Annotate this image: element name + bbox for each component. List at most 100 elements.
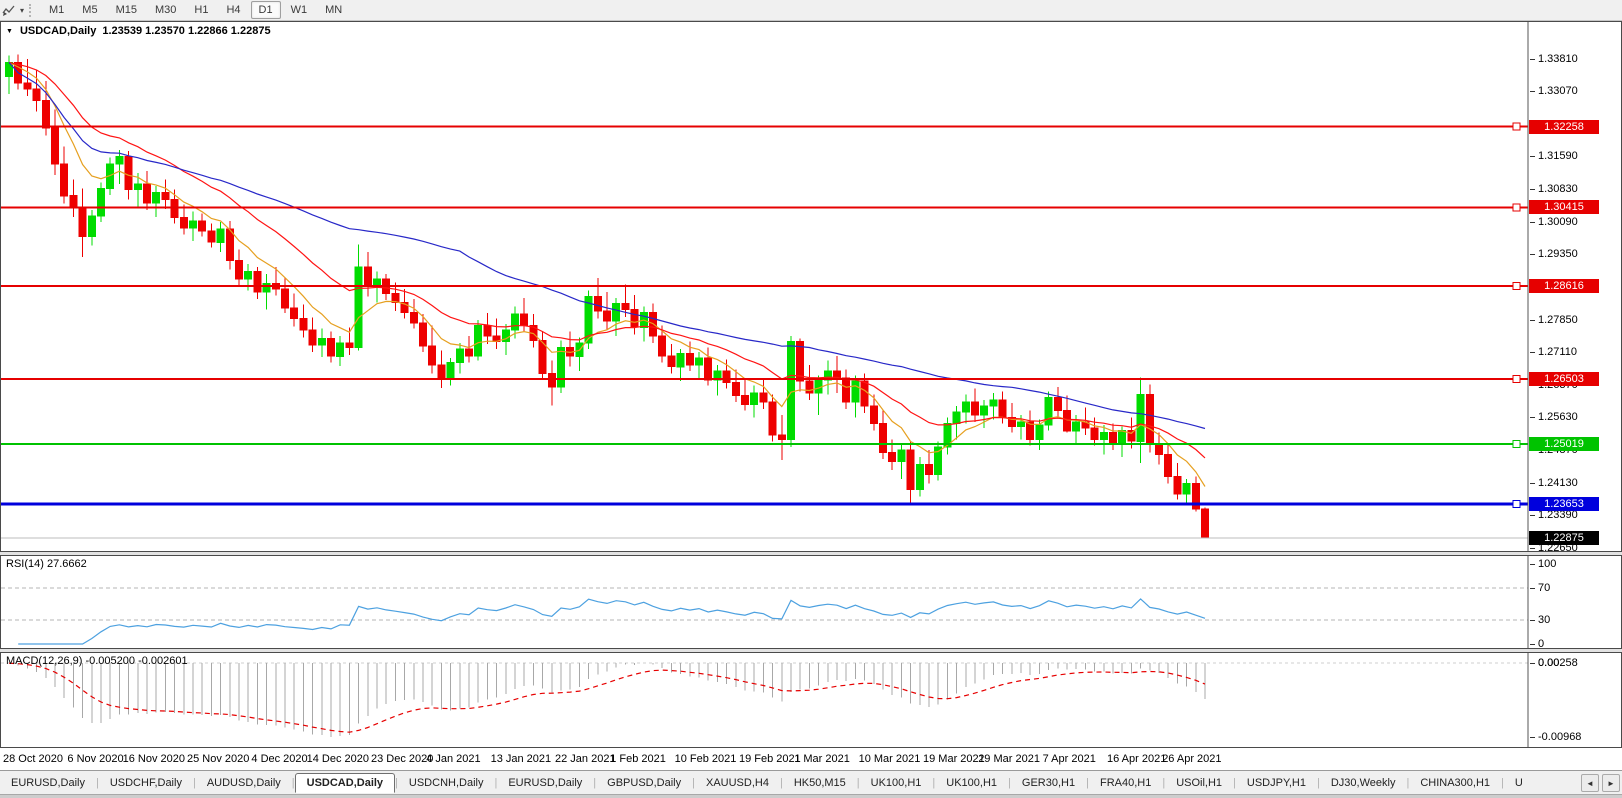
- chart-ohlc-values: 1.23539 1.23570 1.22866 1.22875: [102, 25, 271, 37]
- panel-separator[interactable]: [0, 649, 1622, 652]
- horizontal-line-objects[interactable]: [1, 122, 1528, 539]
- tab-separator: |: [1162, 776, 1166, 789]
- tab-scroll-buttons: ◄ ►: [1577, 774, 1620, 792]
- tab-u-17[interactable]: U: [1514, 776, 1523, 789]
- date-label: 4 Dec 2020: [251, 753, 308, 765]
- chart-symbol-dropdown-icon[interactable]: ▼: [6, 27, 13, 35]
- price-tick-label: 1.33070: [1530, 84, 1578, 97]
- timeframe-button-d1[interactable]: D1: [250, 1, 281, 19]
- date-label: 10 Feb 2021: [674, 753, 737, 765]
- rsi-tick-label: 70: [1529, 582, 1551, 594]
- timeframe-button-m30[interactable]: M30: [154, 4, 177, 16]
- date-label: 4 Jan 2021: [426, 753, 481, 765]
- rsi-line: [18, 598, 1206, 645]
- timeframe-button-m5[interactable]: M5: [82, 4, 98, 16]
- rsi-tick-label: 100: [1529, 558, 1557, 570]
- date-label: 28 Oct 2020: [3, 753, 63, 765]
- tab-separator: |: [95, 776, 99, 789]
- price-tick-label: 1.29350: [1530, 248, 1578, 261]
- macd-histogram: [17, 663, 1206, 737]
- tab-audusd-daily-2[interactable]: AUDUSD,Daily: [206, 776, 281, 789]
- date-label: 1 Feb 2021: [610, 753, 666, 765]
- tab-usdchf-daily-1[interactable]: USDCHF,Daily: [109, 776, 182, 789]
- chart-tab-bar: EURUSD,Daily | USDCHF,Daily | AUDUSD,Daily | U…: [0, 770, 1622, 794]
- ma-lines-layer: [8, 61, 1206, 487]
- tab-uk100-h1-9[interactable]: UK100,H1: [870, 776, 922, 789]
- rsi-canvas[interactable]: [1, 556, 1621, 648]
- tab-separator: |: [779, 776, 783, 789]
- date-label: 10 Mar 2021: [858, 753, 921, 765]
- timeframe-button-h4[interactable]: H4: [226, 4, 241, 16]
- chart-cursor-icon: [2, 5, 15, 16]
- timeframe-button-w1[interactable]: W1: [290, 4, 308, 16]
- panel-separator[interactable]: [0, 552, 1622, 555]
- date-label: 23 Dec 2020: [371, 753, 434, 765]
- date-label: 29 Mar 2021: [978, 753, 1040, 765]
- macd-tick-label: -0.00968: [1529, 731, 1582, 743]
- tab-separator: |: [1406, 776, 1410, 789]
- tab-separator: |: [291, 776, 295, 789]
- tab-separator: |: [692, 776, 695, 789]
- ma-line-slow[interactable]: [8, 62, 1206, 430]
- date-label: 19 Feb 2021: [739, 753, 801, 765]
- rsi-panel: RSI(14) 27.6662 100 70 30 0: [0, 555, 1622, 650]
- timeframe-button-h1[interactable]: H1: [194, 4, 209, 16]
- date-label: 22 Jan 2021: [555, 753, 616, 765]
- bottom-edge-strip: [0, 794, 1622, 798]
- tab-separator: |: [192, 776, 196, 789]
- chart-title: ▼ USDCAD,Daily 1.23539 1.23570 1.22866 1…: [6, 25, 271, 37]
- tab-usdcad-daily-3[interactable]: USDCAD,Daily: [294, 772, 396, 793]
- tab-china300-h1-16[interactable]: CHINA300,H1: [1420, 776, 1491, 789]
- tab-usdcnh-daily-4[interactable]: USDCNH,Daily: [408, 776, 484, 789]
- tab-separator: |: [856, 776, 860, 789]
- tab-hk50-m15-8[interactable]: HK50,M15: [793, 776, 846, 789]
- tab-scroll-left-button[interactable]: ◄: [1581, 774, 1599, 792]
- tab-eurusd-daily-5[interactable]: EURUSD,Daily: [508, 776, 583, 789]
- macd-canvas[interactable]: [1, 653, 1621, 747]
- tab-separator: |: [1008, 776, 1011, 789]
- chart-tool-button[interactable]: [0, 3, 18, 18]
- timeframe-button-m1[interactable]: M1: [49, 4, 65, 16]
- time-axis[interactable]: 28 Oct 2020 6 Nov 2020 16 Nov 2020 25 Nov 2…: [0, 748, 1622, 770]
- tab-ger30-h1-11[interactable]: GER30,H1: [1021, 776, 1076, 789]
- timeframe-button-m15[interactable]: M15: [115, 4, 137, 16]
- tab-eurusd-daily-0[interactable]: EURUSD,Daily: [11, 776, 85, 789]
- macd-signal-line: [8, 662, 1206, 733]
- date-label: 14 Dec 2020: [306, 753, 369, 765]
- tab-uk100-h1-10[interactable]: UK100,H1: [946, 776, 998, 789]
- tab-separator: |: [1086, 776, 1089, 789]
- tab-gbpusd-daily-6[interactable]: GBPUSD,Daily: [607, 776, 682, 789]
- tab-dj30-weekly-15[interactable]: DJ30,Weekly: [1330, 776, 1396, 789]
- tab-separator: |: [593, 776, 597, 789]
- chart-stack: ▼ USDCAD,Daily 1.23539 1.23570 1.22866 1…: [0, 21, 1622, 770]
- rsi-tick-label: 30: [1529, 614, 1551, 626]
- timeframe-button-mn[interactable]: MN: [325, 4, 343, 16]
- date-label: 25 Nov 2020: [187, 753, 250, 765]
- tab-separator: |: [932, 776, 936, 789]
- tab-scroll-right-button[interactable]: ►: [1602, 774, 1620, 792]
- tab-xauusd-h4-7[interactable]: XAUUSD,H4: [705, 776, 769, 789]
- ma-line-mid[interactable]: [8, 61, 1206, 459]
- top-toolbar: ▾ M1 M5 M15 M30 H1 H4 D1 W1 MN: [0, 0, 1622, 21]
- macd-tick-label: 0.00: [1529, 657, 1560, 670]
- macd-panel: MACD(12,26,9) -0.005200 -0.002601 0.0025…: [0, 652, 1622, 748]
- price-tick-label: 1.27850: [1530, 313, 1578, 326]
- tab-separator: |: [395, 776, 398, 789]
- price-tick-label: 1.23390: [1530, 509, 1578, 522]
- tab-usoil-h1-13[interactable]: USOil,H1: [1176, 776, 1223, 789]
- line-price-label: 1.30415: [1529, 200, 1599, 215]
- date-label: 7 Apr 2021: [1042, 753, 1096, 765]
- date-label: 26 Apr 2021: [1162, 753, 1222, 765]
- rsi-tick-label: 0: [1529, 638, 1545, 650]
- chevron-down-icon[interactable]: ▾: [20, 5, 25, 15]
- tab-separator: |: [494, 776, 498, 789]
- date-label: 6 Nov 2020: [67, 753, 124, 765]
- toolbar-grip: [29, 3, 35, 17]
- price-chart-canvas[interactable]: [1, 22, 1621, 551]
- tab-fra40-h1-12[interactable]: FRA40,H1: [1099, 776, 1152, 789]
- rsi-label: RSI(14) 27.6662: [6, 558, 87, 570]
- date-label: 16 Apr 2021: [1107, 753, 1167, 765]
- date-label: 13 Jan 2021: [490, 753, 552, 765]
- tab-usdjpy-h1-14[interactable]: USDJPY,H1: [1246, 776, 1306, 789]
- price-tick-label: 1.30830: [1530, 183, 1578, 196]
